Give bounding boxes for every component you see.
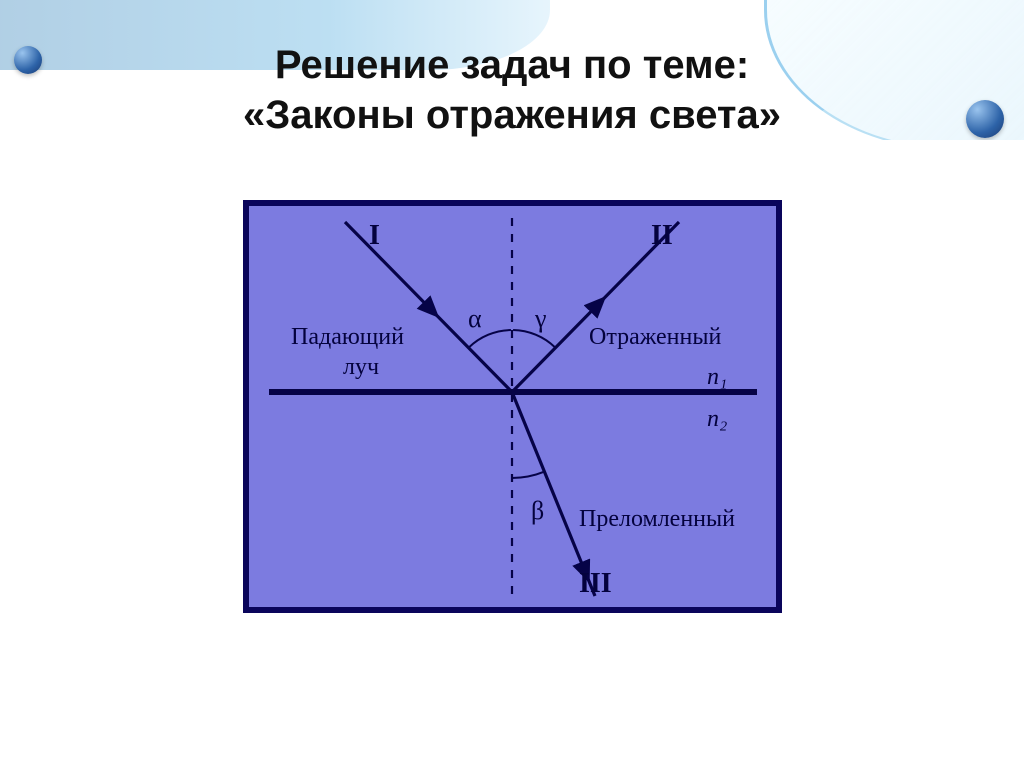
title-line-1: Решение задач по теме: [0, 40, 1024, 90]
diagram-label: n₁ [707, 364, 727, 391]
diagram-label: I [369, 220, 380, 252]
diagram-label: β [531, 496, 544, 526]
slide-title: Решение задач по теме: «Законы отражения… [0, 40, 1024, 140]
diagram-frame: ПадающийлучОтраженныйПреломленныйIIIIIIα… [243, 200, 782, 613]
diagram-label: Преломленный [579, 506, 735, 533]
diagram-label: III [579, 568, 612, 600]
diagram-label: α [468, 304, 482, 334]
diagram-label: γ [535, 304, 547, 334]
diagram-label: n₂ [707, 406, 727, 433]
diagram-label: II [651, 220, 673, 252]
diagram-label: Падающий [291, 324, 404, 351]
diagram-svg [249, 206, 776, 607]
diagram-label: луч [343, 354, 379, 381]
ray-diagram: ПадающийлучОтраженныйПреломленныйIIIIIIα… [249, 206, 776, 607]
diagram-label: Отраженный [589, 324, 721, 351]
title-line-2: «Законы отражения света» [0, 90, 1024, 140]
